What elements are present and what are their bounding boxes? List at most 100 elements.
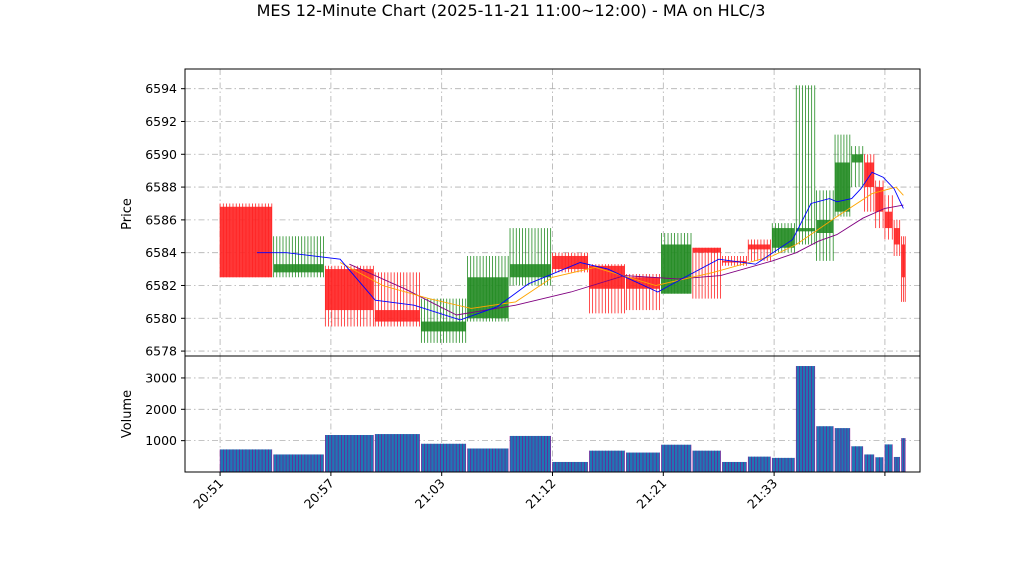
candle-body: [851, 154, 863, 163]
candle: [747, 239, 771, 261]
candle: [273, 236, 324, 278]
volume-bar: [722, 461, 747, 472]
volume-bar-fill: [552, 461, 588, 472]
candle-body: [772, 228, 795, 248]
volume-bar: [219, 449, 273, 472]
volume-bar-fill: [510, 435, 551, 472]
volume-bar: [626, 452, 660, 472]
volume-tick-label: 2000: [145, 402, 177, 417]
candle: [589, 264, 625, 314]
volume-bar: [851, 446, 864, 472]
candle-body: [894, 228, 900, 245]
volume-tick-label: 3000: [145, 370, 177, 385]
candle: [219, 203, 273, 278]
price-tick-label: 6588: [145, 180, 177, 195]
candle: [467, 255, 509, 322]
volume-bar-fill: [661, 444, 692, 472]
volume-tick-label: 1000: [145, 433, 177, 448]
volume-bar-fill: [772, 457, 795, 472]
volume-bar: [901, 438, 906, 472]
candle: [692, 247, 721, 299]
volume-bar: [467, 448, 509, 472]
candle: [864, 154, 875, 212]
volume-panel: 1000 2000 3000 20:51 20:57 21:03 21:12 21:21 21:…: [145, 355, 921, 512]
candle: [875, 180, 884, 229]
candle-body: [626, 277, 660, 289]
candle-body: [748, 244, 771, 250]
candle: [851, 146, 864, 188]
candle: [771, 223, 795, 253]
candle-body: [467, 277, 509, 319]
volume-bar: [421, 443, 467, 472]
candle: [420, 298, 467, 343]
price-tick-label: 6590: [145, 147, 177, 162]
x-tick-label: 20:57: [301, 476, 337, 512]
volume-axis-label: Volume: [120, 390, 135, 438]
price-panel: 6578 6580 6582 6584 6586 6588 6590 6592 6594: [145, 68, 921, 359]
price-tick-label: 6586: [145, 212, 177, 227]
volume-bar-fill: [748, 456, 771, 472]
volume-bar-fill: [589, 450, 625, 472]
volume-bar: [893, 456, 901, 472]
candle-body: [884, 211, 893, 229]
price-tick-label: 6582: [145, 278, 177, 293]
candle-body: [875, 187, 884, 212]
volume-bar: [834, 428, 851, 472]
volume-bar: [864, 454, 875, 472]
volume-bar-fill: [816, 426, 834, 472]
price-axis-label: Price: [120, 198, 135, 230]
volume-bar: [771, 457, 795, 472]
x-tick-label: 21:33: [744, 476, 780, 512]
candle: [816, 190, 834, 261]
volume-bar-fill: [835, 428, 850, 472]
candle: [552, 252, 588, 273]
price-tick-label: 6580: [145, 311, 177, 326]
volume-bar: [661, 444, 692, 472]
candle-body: [510, 264, 551, 278]
ma-slow-line: [349, 204, 904, 316]
candle: [625, 274, 661, 311]
candle-body: [816, 219, 834, 233]
volume-bar: [692, 450, 721, 472]
x-tick-label: 21:12: [523, 476, 559, 512]
volume-bar-fill: [851, 446, 863, 472]
chart-title: MES 12-Minute Chart (2025-11-21 11:00~12…: [257, 1, 766, 20]
price-tick-label: 6584: [145, 245, 177, 260]
candle-body: [589, 265, 625, 289]
candle: [509, 228, 552, 286]
x-tick-label: 21:03: [412, 476, 448, 512]
candle-body: [796, 228, 815, 232]
volume-bar: [374, 434, 420, 472]
candle: [374, 272, 420, 327]
price-tick-label: 6578: [145, 344, 177, 359]
candle-body: [375, 310, 420, 322]
volume-bar: [552, 461, 588, 472]
candle-body: [864, 162, 874, 188]
candle: [324, 265, 374, 327]
volume-bar: [795, 366, 816, 472]
candle-body: [901, 244, 906, 278]
candle-body: [835, 162, 850, 212]
volume-bar-fill: [692, 450, 721, 472]
volume-bar: [273, 454, 324, 472]
candle: [834, 134, 851, 217]
volume-bar: [325, 435, 374, 472]
volume-bar: [747, 456, 771, 472]
volume-bar-fill: [467, 448, 509, 472]
ma-fast-line: [257, 171, 904, 321]
candle: [893, 219, 901, 256]
price-tick-label: 6592: [145, 114, 177, 129]
candle-body: [273, 264, 324, 273]
candle-body: [421, 321, 466, 332]
price-tick-label: 6594: [145, 81, 177, 96]
candle-body: [661, 244, 692, 294]
candle: [884, 195, 893, 240]
candle-body: [692, 247, 721, 253]
candle: [901, 236, 906, 302]
volume-bar: [816, 426, 834, 472]
candle-body: [220, 206, 272, 278]
x-tick-label: 20:51: [190, 476, 226, 512]
volume-bar: [509, 435, 552, 472]
volume-bar-fill: [864, 454, 874, 472]
